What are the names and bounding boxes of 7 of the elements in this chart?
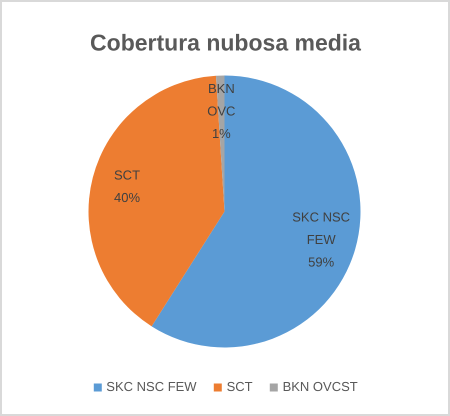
legend-label: SKC NSC FEW [106,379,197,394]
legend-label: SCT [226,379,253,394]
legend-label: BKN OVCST [282,379,358,394]
data-label: SCT 40% [114,168,140,206]
data-label: BKN OVC 1% [207,80,236,141]
chart-title: Cobertura nubosa media [90,30,362,56]
data-label: SKC NSC FEW 59% [292,210,350,270]
